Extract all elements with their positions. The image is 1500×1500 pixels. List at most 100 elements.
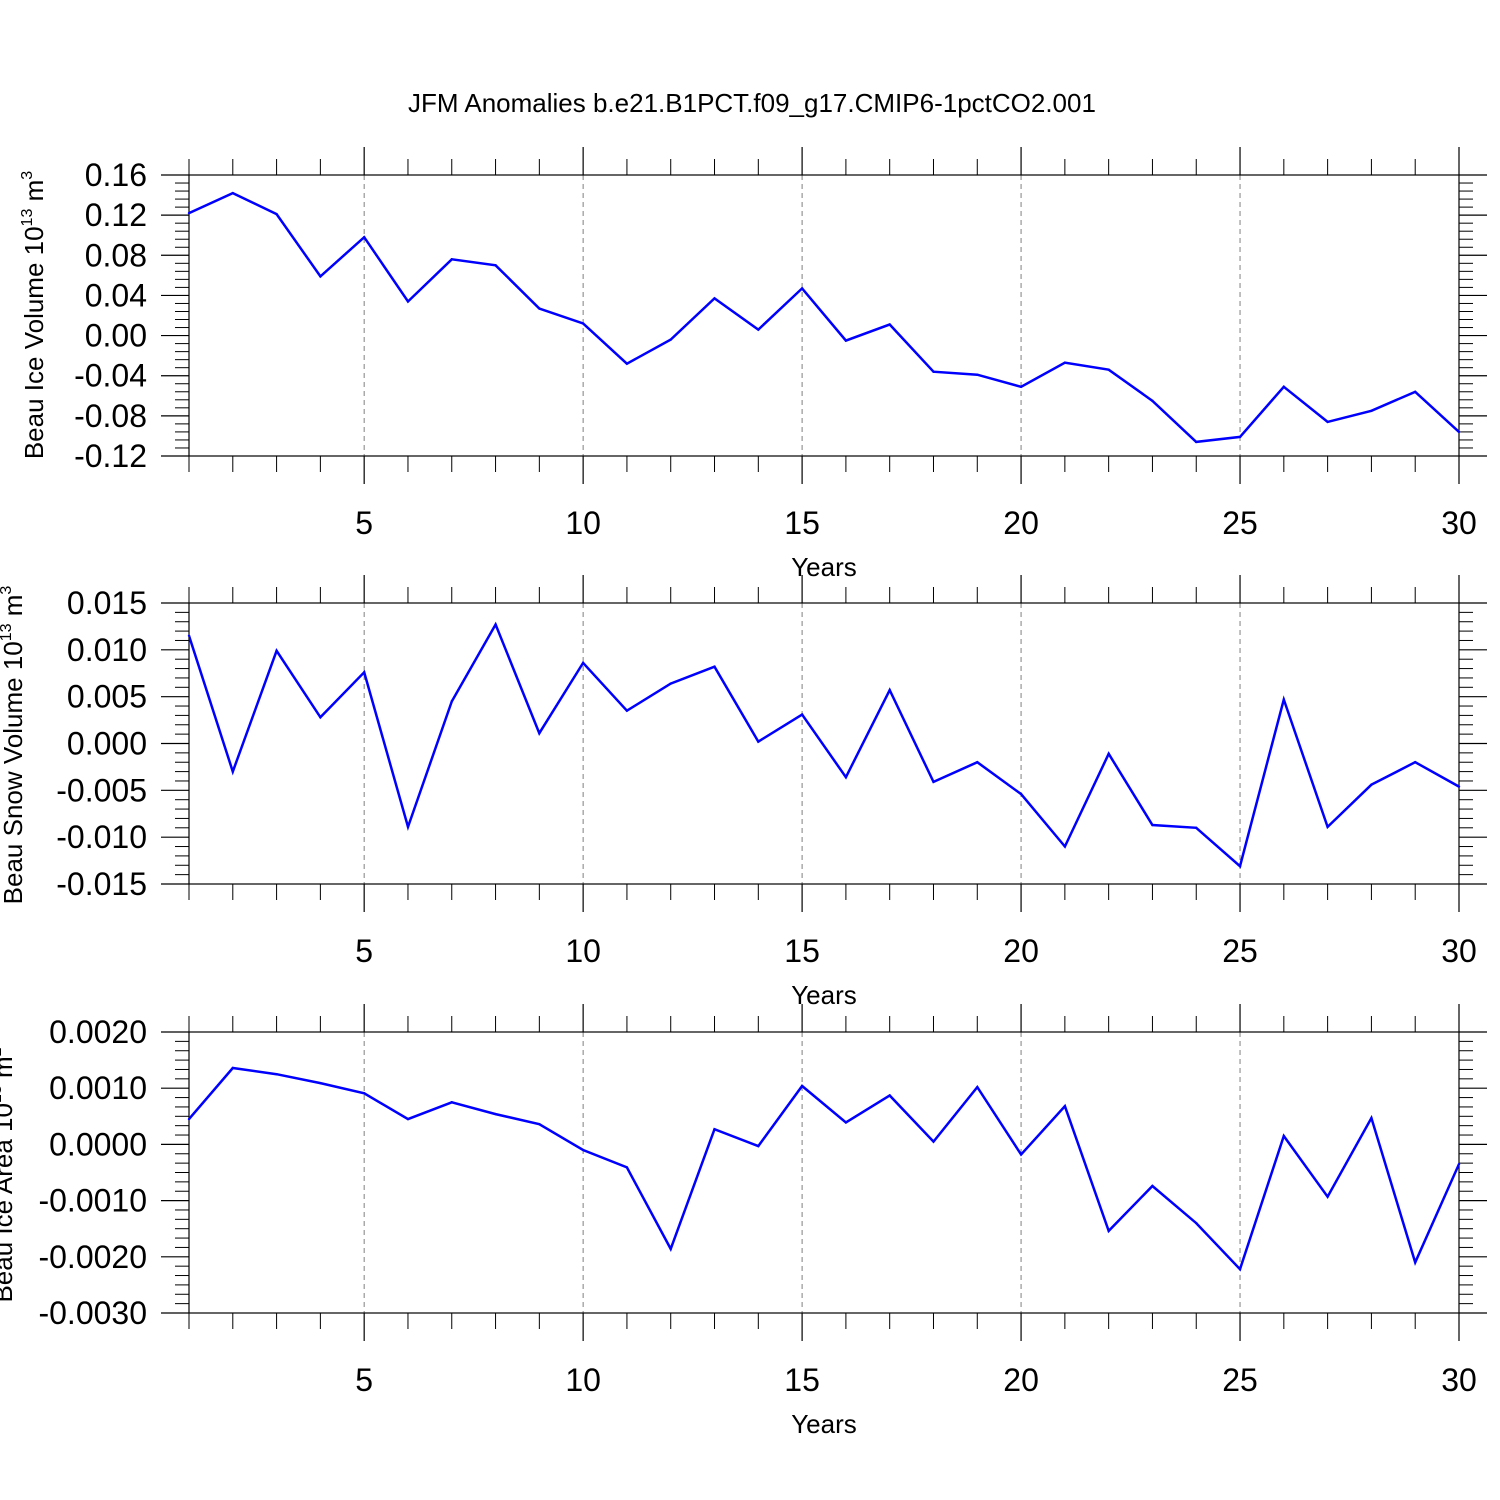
data-point [450, 1101, 453, 1104]
x-tick-label: 20 [1003, 933, 1039, 969]
data-point [1151, 823, 1154, 827]
data-point [1151, 1184, 1154, 1188]
y-tick-label: 0.0000 [49, 1126, 147, 1162]
data-point [275, 649, 278, 652]
y-tick-label: 0.04 [85, 277, 147, 313]
data-point [1238, 1267, 1242, 1271]
data-point [757, 1144, 760, 1148]
data-point [581, 661, 585, 665]
x-tick-label: 25 [1222, 505, 1258, 541]
data-point [932, 370, 935, 373]
data-point [362, 671, 366, 674]
data-point [494, 264, 497, 267]
data-point [581, 1148, 585, 1152]
y-tick-label: -0.08 [74, 398, 147, 434]
data-point [406, 825, 410, 829]
y-tick-label: 0.0020 [49, 1014, 147, 1050]
y-tick-label: -0.04 [74, 358, 147, 394]
data-point [538, 731, 541, 735]
data-point [319, 275, 322, 278]
y-tick-label: 0.005 [67, 679, 147, 715]
data-point [625, 362, 629, 365]
data-point [1457, 430, 1461, 434]
y-tick-label: -0.0010 [38, 1183, 147, 1219]
series-line [189, 191, 1459, 444]
y-tick-label: 0.16 [85, 157, 147, 193]
x-axis-label: Years [791, 552, 857, 582]
y-tick-label: -0.010 [56, 819, 147, 855]
series-line [189, 1066, 1459, 1272]
data-point [1195, 826, 1198, 829]
y-tick-label: 0.000 [67, 726, 147, 762]
x-tick-label: 15 [784, 933, 820, 969]
data-point [1195, 1221, 1198, 1225]
data-point [625, 709, 629, 712]
x-tick-label: 30 [1441, 933, 1477, 969]
data-point [1107, 368, 1110, 371]
x-tick-label: 20 [1003, 505, 1039, 541]
y-tick-label: -0.0030 [38, 1295, 147, 1331]
y-axis-label: Beau Ice Volume 1013 m3 [19, 171, 49, 459]
plot-frame [188, 174, 1460, 457]
data-point [1370, 409, 1373, 413]
data-point [625, 1166, 629, 1169]
y-tick-label: 0.00 [85, 318, 147, 354]
plot-frame [188, 1031, 1460, 1314]
data-point [1063, 361, 1067, 364]
series-line [189, 621, 1459, 869]
data-point [450, 700, 453, 703]
snow-volume-panel: 0.015 0.010 0.005 0.000 -0.005 -0.010 -0.015 5 1… [0, 575, 1487, 1010]
x-tick-label: 25 [1222, 1362, 1258, 1398]
data-point [844, 776, 848, 779]
data-point [976, 1085, 979, 1089]
data-point [888, 1094, 891, 1097]
data-point [800, 1084, 804, 1088]
data-point [187, 1117, 191, 1121]
x-axis-label: Years [791, 980, 857, 1010]
x-tick-label: 10 [565, 933, 601, 969]
data-point [1326, 825, 1329, 829]
data-point [713, 665, 716, 668]
data-point [669, 338, 672, 341]
x-tick-label: 5 [355, 1362, 373, 1398]
y-axis-label: Beau Snow Volume 1013 m3 [0, 586, 28, 905]
ice-volume-panel: 0.16 0.12 0.08 0.04 0.00 -0.04 -0.08 -0.12 5 10 15… [19, 147, 1487, 582]
x-tick-label: 5 [355, 933, 373, 969]
data-point [669, 1247, 672, 1251]
data-point [406, 300, 410, 303]
data-point [450, 258, 453, 261]
data-point [538, 307, 541, 310]
data-point [231, 191, 234, 195]
y-tick-label: -0.015 [56, 866, 147, 902]
x-tick-label: 15 [784, 1362, 820, 1398]
figure-title: JFM Anomalies b.e21.B1PCT.f09_g17.CMIP6-… [408, 88, 1096, 118]
x-tick-label: 10 [565, 505, 601, 541]
data-point [1370, 783, 1373, 786]
y-tick-label: -0.005 [56, 772, 147, 808]
data-point [362, 1092, 366, 1095]
data-point [1326, 1195, 1329, 1198]
data-point [494, 623, 497, 626]
data-point [1414, 1261, 1417, 1264]
data-point [713, 1128, 716, 1131]
data-point [187, 634, 191, 637]
data-point [1282, 385, 1286, 388]
data-point [1457, 1162, 1461, 1166]
data-point [888, 688, 891, 692]
data-point [1019, 385, 1023, 388]
data-point [1151, 399, 1154, 403]
data-point [319, 716, 322, 719]
plot-frame [188, 602, 1460, 885]
ice-area-panel: 0.0020 0.0010 0.0000 -0.0010 -0.0020 -0.0030 5… [0, 1004, 1487, 1439]
data-point [231, 770, 234, 773]
data-point [1063, 1104, 1067, 1108]
data-point [844, 1121, 848, 1124]
data-point [1238, 435, 1242, 439]
data-point [1414, 390, 1417, 393]
data-point [800, 287, 804, 290]
data-point [757, 328, 760, 331]
y-axis-label: Beau Ice Area 1013 m2 [0, 1047, 18, 1302]
data-point [976, 373, 979, 376]
data-point [275, 212, 278, 216]
